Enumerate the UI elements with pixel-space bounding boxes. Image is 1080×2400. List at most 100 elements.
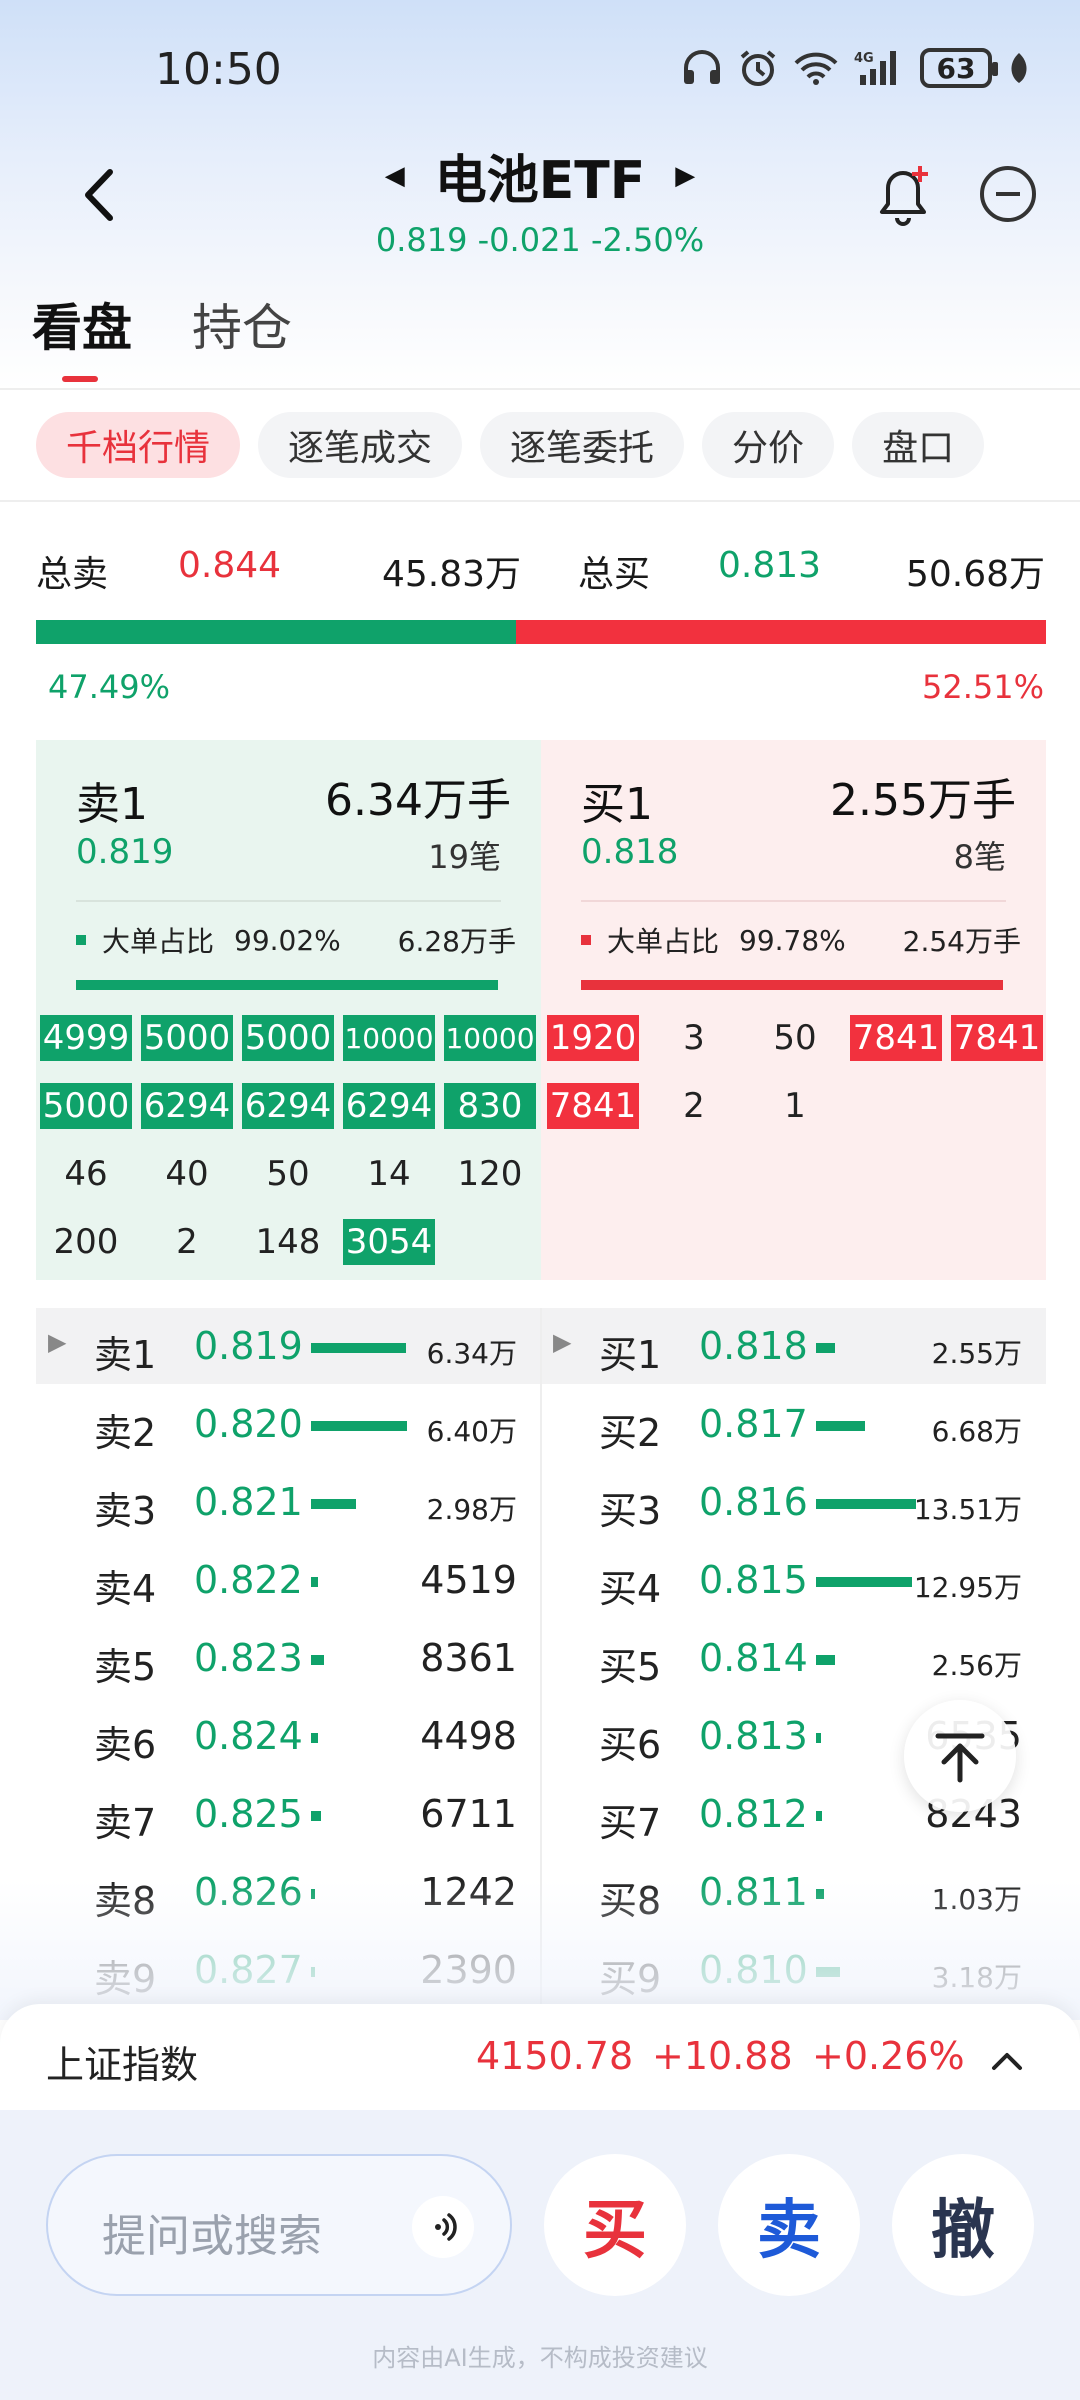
- alarm-icon: [740, 50, 776, 86]
- buy-level-label: 买7: [599, 1801, 662, 1845]
- buy1-volume: 2.55万手: [830, 775, 1016, 826]
- buy-level-label: 买6: [599, 1723, 662, 1767]
- sell-level-price: 0.822: [194, 1558, 303, 1602]
- sell1-order-cell: 120: [457, 1154, 523, 1194]
- index-ticker-bar[interactable]: 上证指数 4150.78 +10.88 +0.26%: [0, 2004, 1080, 2112]
- buy-level-label: 买2: [599, 1411, 662, 1455]
- cancel-order-button[interactable]: 撤: [892, 2154, 1034, 2296]
- svg-text:4G: 4G: [854, 51, 874, 66]
- bottom-fade: [0, 1880, 1080, 2020]
- sell-level-row[interactable]: 卖5 0.823 8361: [36, 1620, 541, 1698]
- buy-level-row[interactable]: 买5 0.814 2.56万: [541, 1620, 1046, 1698]
- buy-level-row[interactable]: 买7 0.812 8243: [541, 1776, 1046, 1854]
- status-icons: 4G 63: [682, 48, 1030, 88]
- buy-level-price: 0.818: [699, 1324, 808, 1368]
- sell1-order-cell: 2: [176, 1222, 198, 1262]
- header-background: [0, 0, 1080, 390]
- buy-level-price: 0.816: [699, 1480, 808, 1524]
- header-price: 0.819: [375, 221, 468, 259]
- sell-level-volume-bar: [311, 1733, 318, 1743]
- sell1-big-pct: 99.02%: [234, 923, 341, 957]
- sell1-order-cell: 4999: [40, 1015, 132, 1061]
- expand-arrow-icon[interactable]: ▶: [553, 1328, 572, 1356]
- sell-level-row[interactable]: 卖2 0.820 6.40万: [36, 1386, 541, 1464]
- buy-button[interactable]: 买: [544, 2154, 686, 2296]
- tab-holdings[interactable]: 持仓: [192, 299, 292, 357]
- chevron-up-icon[interactable]: [990, 2044, 1024, 2078]
- sell1-order-cell: 10000: [343, 1015, 435, 1061]
- sell1-volume: 6.34万手: [325, 775, 511, 826]
- sell-level-row[interactable]: 卖4 0.822 4519: [36, 1542, 541, 1620]
- expand-arrow-icon[interactable]: ▶: [48, 1328, 67, 1356]
- buy1-divider: [581, 900, 1006, 902]
- tab-watch[interactable]: 看盘: [32, 288, 132, 382]
- sell-level-label: 卖5: [94, 1645, 157, 1689]
- voice-button[interactable]: [412, 2196, 474, 2258]
- voice-wave-icon: [435, 2213, 457, 2241]
- sell-level-row[interactable]: 卖7 0.825 6711: [36, 1776, 541, 1854]
- sell1-count: 19笔: [428, 838, 501, 876]
- buy-level-row[interactable]: 买2 0.817 6.68万: [541, 1386, 1046, 1464]
- sell-level-row[interactable]: 卖6 0.824 4498: [36, 1698, 541, 1776]
- buy1-order-cell: 1920: [547, 1015, 639, 1061]
- remove-watchlist-icon[interactable]: [980, 166, 1036, 222]
- chip-tick-orders[interactable]: 逐笔委托: [480, 412, 685, 478]
- buy-level-row[interactable]: 买4 0.815 12.95万: [541, 1542, 1046, 1620]
- wifi-icon: [794, 52, 838, 85]
- sell1-order-cell: 830: [444, 1083, 536, 1129]
- buy-level-price: 0.815: [699, 1558, 808, 1602]
- sell-level-price: 0.819: [194, 1324, 303, 1368]
- buy-level-volume: 2.56万: [931, 1649, 1022, 1682]
- next-stock-icon[interactable]: ▶: [675, 160, 696, 191]
- chips-divider: [0, 500, 1080, 502]
- sell-ratio-fill: [36, 620, 516, 644]
- buy-level-volume-bar: [816, 1343, 835, 1353]
- sell-level-row[interactable]: 卖3 0.821 2.98万: [36, 1464, 541, 1542]
- sell1-order-cell: 3054: [343, 1219, 435, 1265]
- sell-level-volume-bar: [311, 1577, 318, 1587]
- search-input[interactable]: 提问或搜索: [46, 2154, 512, 2296]
- total-buy-label: 总买: [578, 554, 651, 595]
- chip-tick-trades[interactable]: 逐笔成交: [258, 412, 463, 478]
- green-dot-icon: [76, 935, 86, 945]
- sell1-big-bar: [76, 980, 498, 990]
- sell1-order-cell: 40: [165, 1154, 209, 1194]
- total-sell-price: 0.844: [178, 545, 282, 586]
- sub-tabs: 千档行情 逐笔成交 逐笔委托 分价 盘口: [36, 412, 985, 478]
- order-book-divider: [540, 1308, 542, 2008]
- ai-disclaimer: 内容由AI生成，不构成投资建议: [372, 2344, 708, 2372]
- chip-thousand-level[interactable]: 千档行情: [36, 412, 241, 478]
- index-change: +10.88: [652, 2034, 793, 2078]
- prev-stock-icon[interactable]: ◀: [384, 160, 405, 191]
- sell1-order-cell: 6294: [343, 1083, 435, 1129]
- buy1-price: 0.818: [581, 832, 679, 872]
- sell1-order-cell: 14: [367, 1154, 411, 1194]
- sell-level-label: 卖3: [94, 1489, 157, 1533]
- buy-level-label: 买1: [599, 1333, 662, 1377]
- buy-level-row[interactable]: ▶ 买1 0.818 2.55万: [541, 1308, 1046, 1386]
- chip-order-book[interactable]: 盘口: [852, 412, 985, 478]
- sell-level-volume-bar: [311, 1421, 407, 1431]
- buy-level-volume-bar: [816, 1733, 821, 1743]
- nav-bar: ◀ 电池ETF ▶ 0.819 -0.021 -2.50%: [0, 130, 1080, 260]
- buy1-order-cell: 7841: [850, 1015, 942, 1061]
- sell1-big-label: 大单占比: [102, 925, 215, 958]
- price-summary: 0.819 -0.021 -2.50%: [0, 221, 1080, 259]
- back-arrow-icon[interactable]: [72, 160, 132, 230]
- total-buy-price: 0.813: [718, 545, 822, 586]
- signal-4g-icon: 4G: [854, 51, 896, 85]
- buy-level-row[interactable]: 买3 0.816 13.51万: [541, 1464, 1046, 1542]
- sell-level-row[interactable]: ▶ 卖1 0.819 6.34万: [36, 1308, 541, 1386]
- sell-button[interactable]: 卖: [718, 2154, 860, 2296]
- buy-level-label: 买4: [599, 1567, 662, 1611]
- header-change: -0.021: [477, 221, 581, 259]
- battery-level: 63: [936, 51, 976, 85]
- buy-ratio-pct: 52.51%: [921, 668, 1044, 706]
- buy1-order-cell: 2: [683, 1086, 705, 1126]
- sell-level-price: 0.824: [194, 1714, 303, 1758]
- bell-add-icon[interactable]: [872, 160, 936, 230]
- scroll-to-top-button[interactable]: [904, 1700, 1016, 1812]
- battery-icon: 63: [920, 48, 998, 88]
- buy-level-volume: 2.55万: [931, 1337, 1022, 1370]
- chip-price-dist[interactable]: 分价: [702, 412, 835, 478]
